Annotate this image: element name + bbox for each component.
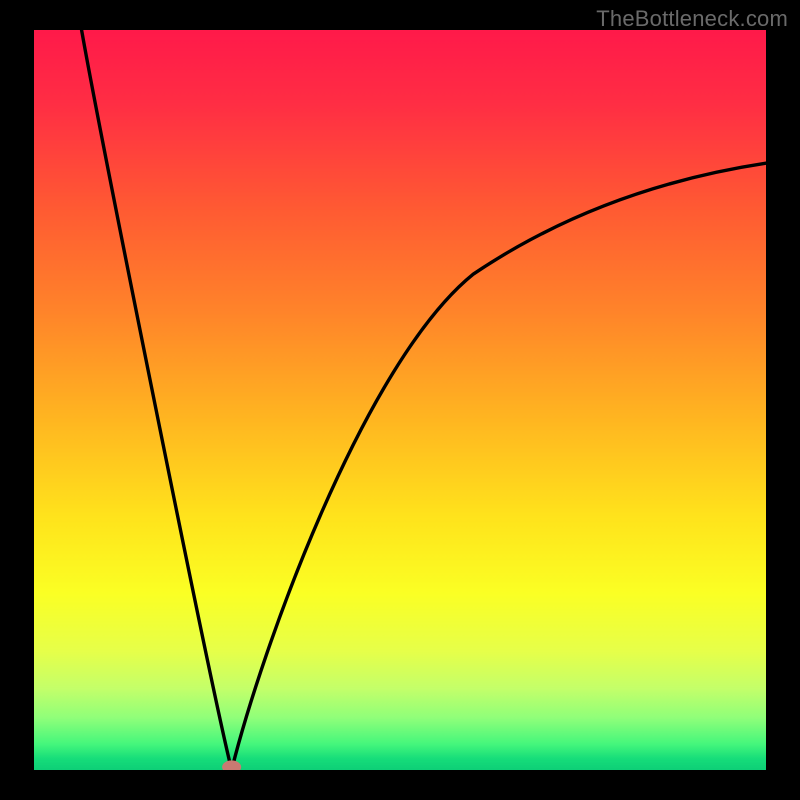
min-marker <box>222 760 241 770</box>
chart-curve-layer <box>34 30 766 770</box>
watermark: TheBottleneck.com <box>596 6 788 32</box>
plot-area <box>34 30 766 770</box>
bottleneck-curve <box>82 30 766 770</box>
